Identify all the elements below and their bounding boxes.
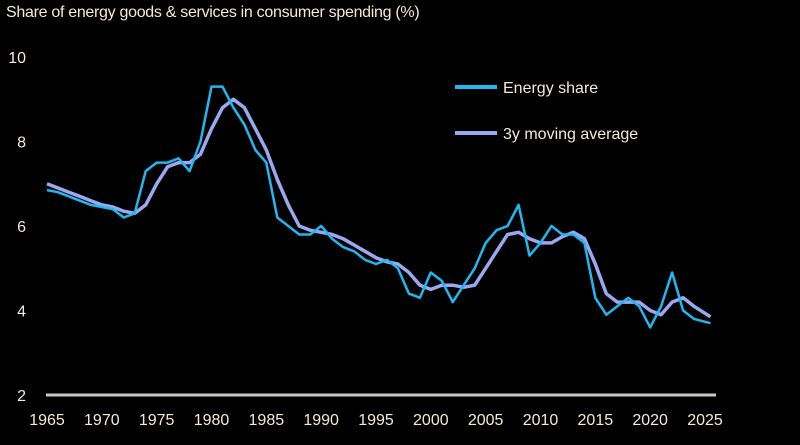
- x-tick-label: 1970: [84, 412, 120, 429]
- x-tick-label: 1995: [358, 412, 394, 429]
- y-tick-label: 4: [17, 304, 26, 321]
- x-tick-label: 1985: [249, 412, 285, 429]
- x-tick-label: 1980: [194, 412, 230, 429]
- x-tick-label: 2000: [413, 412, 449, 429]
- x-tick-label: 2025: [687, 412, 723, 429]
- y-tick-label: 8: [17, 135, 26, 152]
- x-tick-label: 2020: [632, 412, 668, 429]
- x-tick-label: 2015: [578, 412, 614, 429]
- x-tick-label: 2005: [468, 412, 504, 429]
- y-tick-label: 2: [17, 388, 26, 405]
- chart-title: Share of energy goods & services in cons…: [6, 4, 420, 21]
- legend-label: 3y moving average: [503, 126, 638, 143]
- x-tick-label: 1965: [29, 412, 65, 429]
- x-tick-label: 1990: [303, 412, 339, 429]
- y-tick-label: 6: [17, 219, 26, 236]
- x-tick-label: 2010: [523, 412, 559, 429]
- y-tick-label: 10: [8, 50, 26, 67]
- energy-share-line: [46, 85, 711, 329]
- moving-average-line: [46, 97, 712, 319]
- x-tick-label: 1975: [139, 412, 175, 429]
- legend-label: Energy share: [503, 80, 598, 97]
